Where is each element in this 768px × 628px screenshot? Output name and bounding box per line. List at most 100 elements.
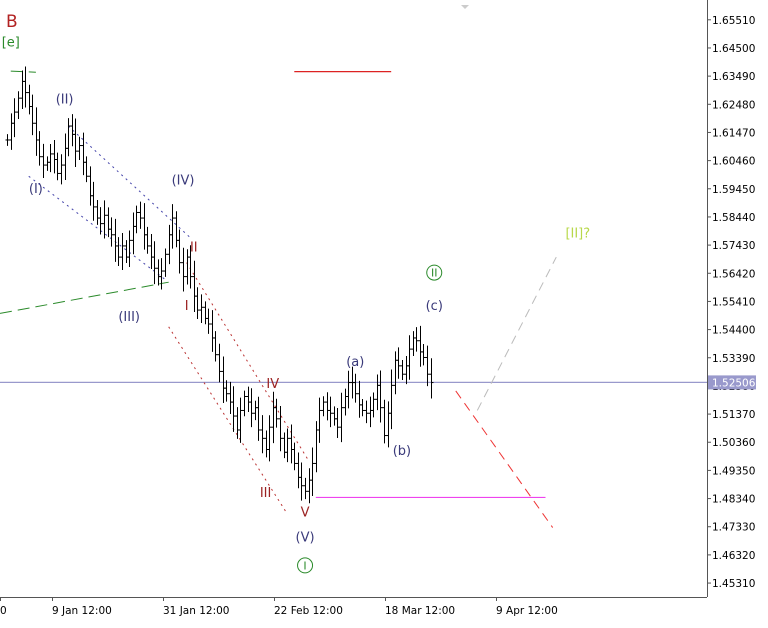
price-bar [170,204,175,249]
price-tick-label: 1.51370 [712,409,755,421]
price-tick-label: 1.59450 [712,184,755,196]
price-tick-label: 1.53390 [712,353,755,365]
wave-label: (II) [56,93,74,108]
wave-label: [II]? [565,227,590,242]
time-tick-label: 9 Jan 12:00 [52,605,112,617]
price-bar [249,388,254,428]
price-bar [421,344,426,366]
price-bar [303,477,308,500]
price-bar [310,447,315,497]
price-bar [66,118,71,157]
price-tick-label: 1.55410 [712,296,755,308]
price-bar [120,233,125,270]
time-tick-label: 22 Feb 12:00 [274,605,343,617]
price-bar [364,400,369,424]
price-bar [274,398,279,428]
price-bar [37,131,42,166]
price-bar [335,407,340,439]
price-bar [73,118,78,168]
time-tick-label: 31 Jan 12:00 [163,605,229,617]
price-bar [396,347,401,379]
price-bar [407,335,412,380]
price-bar [400,359,405,381]
price-bar [238,397,243,443]
wave-label: (III) [118,310,140,325]
price-tick-label: 1.57430 [712,240,755,252]
time-tick-label: 18 Mar 12:00 [385,605,455,617]
price-tick-label: 1.47330 [712,522,755,534]
scroll-marker-icon [461,5,469,9]
trend-line [455,390,554,528]
price-bar [429,358,434,399]
price-bar [278,405,283,452]
price-bar [177,229,182,274]
price-bar [59,154,64,185]
current-price-label: 1.52506 [712,377,756,389]
price-tick-label: 1.48340 [712,494,755,506]
symbol-label: B [6,12,18,32]
price-bar [195,287,200,319]
wave-label: (IV) [172,174,195,189]
price-bar [389,369,394,430]
price-bar [328,396,333,428]
price-bar [339,392,344,443]
wave-label: (a) [346,355,364,370]
price-bar [199,294,204,323]
current-price-box [708,375,756,390]
price-tick-label: 1.54400 [712,325,755,337]
price-bar [242,390,247,417]
price-bar [145,226,150,254]
price-bar [231,386,236,432]
wave-label: II [431,267,438,280]
price-bar [102,200,107,239]
price-bar [48,144,53,173]
wave-label: (V) [296,531,315,546]
wave-label: [e] [2,35,20,50]
wave-label: II [190,241,198,256]
price-tick-label: 1.45310 [712,578,755,590]
wave-label: I [185,299,189,314]
price-bar [321,396,326,417]
price-bar [360,399,365,417]
price-bar [371,392,376,418]
price-tick-label: 1.56420 [712,268,755,280]
price-tick-label: 1.50360 [712,437,755,449]
wave-label: I [303,559,306,572]
wave-label: (I) [29,182,43,197]
price-tick-label: 1.62480 [712,99,755,111]
price-bar [30,94,35,136]
price-bar [134,205,139,234]
price-bar [317,397,322,443]
price-bar [5,134,10,146]
price-tick-label: 1.64500 [712,43,755,55]
price-bar [256,396,261,441]
trend-line [476,256,557,411]
price-bar [16,91,21,119]
price-bar [98,207,103,235]
price-bar [116,237,121,266]
price-bar [91,181,96,221]
price-bar [224,380,229,402]
price-bar [285,428,290,463]
price-tick-label: 1.46320 [712,550,755,562]
wave-label-circle [297,557,314,574]
trend-line [28,175,166,280]
price-bar [41,143,46,178]
price-bar [206,308,211,334]
price-bar [12,98,17,138]
price-bar [109,217,114,247]
price-bar [188,245,193,289]
price-bar [382,399,387,444]
wave-label: (c) [426,299,443,314]
price-bar [127,230,132,267]
price-bar [217,343,222,383]
price-bar [159,258,164,290]
wave-label: V [301,505,310,520]
price-tick-label: 1.61470 [712,127,755,139]
price-tick-label: 1.58440 [712,212,755,224]
time-tick-label: 0 [0,605,7,617]
price-bar [292,442,297,471]
wave-label-circle [426,264,443,281]
